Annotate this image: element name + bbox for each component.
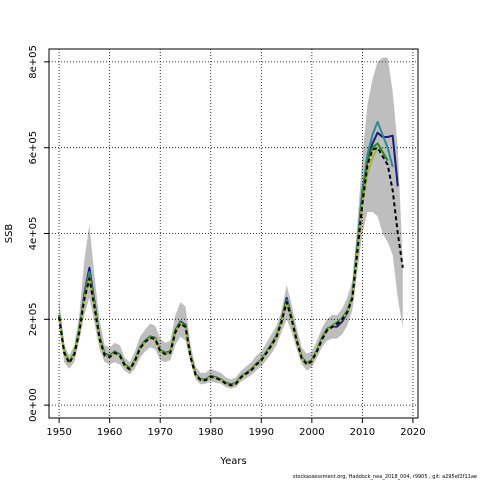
y-tick-label-3: 6e+05 (28, 131, 39, 165)
y-axis-title: SSB (4, 224, 15, 244)
series-layer (58, 120, 404, 387)
x-tick-label-1990: 1990 (249, 427, 274, 438)
y-tick-label-0: 0e+00 (28, 388, 39, 422)
y-tick-label-1: 2e+05 (28, 302, 39, 336)
confidence-band (59, 57, 403, 389)
x-tick-label-1960: 1960 (97, 427, 122, 438)
plot-frame (48, 48, 419, 419)
series-line-2 (58, 120, 394, 386)
x-axis-title: Years (219, 456, 246, 467)
x-tick-label-1980: 1980 (198, 427, 223, 438)
series-line-5 (58, 146, 404, 387)
x-tick-label-2000: 2000 (299, 427, 324, 438)
x-tick-label-1950: 1950 (46, 427, 71, 438)
x-tick-label-1970: 1970 (147, 427, 172, 438)
y-tick-label-4: 8e+05 (28, 45, 39, 79)
x-axis: 1950 1960 1970 1980 1990 2000 2010 2020 (46, 418, 426, 438)
y-axis: 0e+00 2e+05 4e+05 6e+05 8e+05 (28, 45, 49, 422)
y-tick-label-2: 4e+05 (28, 217, 39, 251)
grid-layer (49, 49, 418, 418)
x-tick-label-2020: 2020 (400, 427, 425, 438)
x-tick-label-2010: 2010 (350, 427, 375, 438)
footer-note: stockassessment.org, Haddock_nea_2018_00… (293, 474, 477, 480)
confidence-band-layer (59, 57, 403, 389)
